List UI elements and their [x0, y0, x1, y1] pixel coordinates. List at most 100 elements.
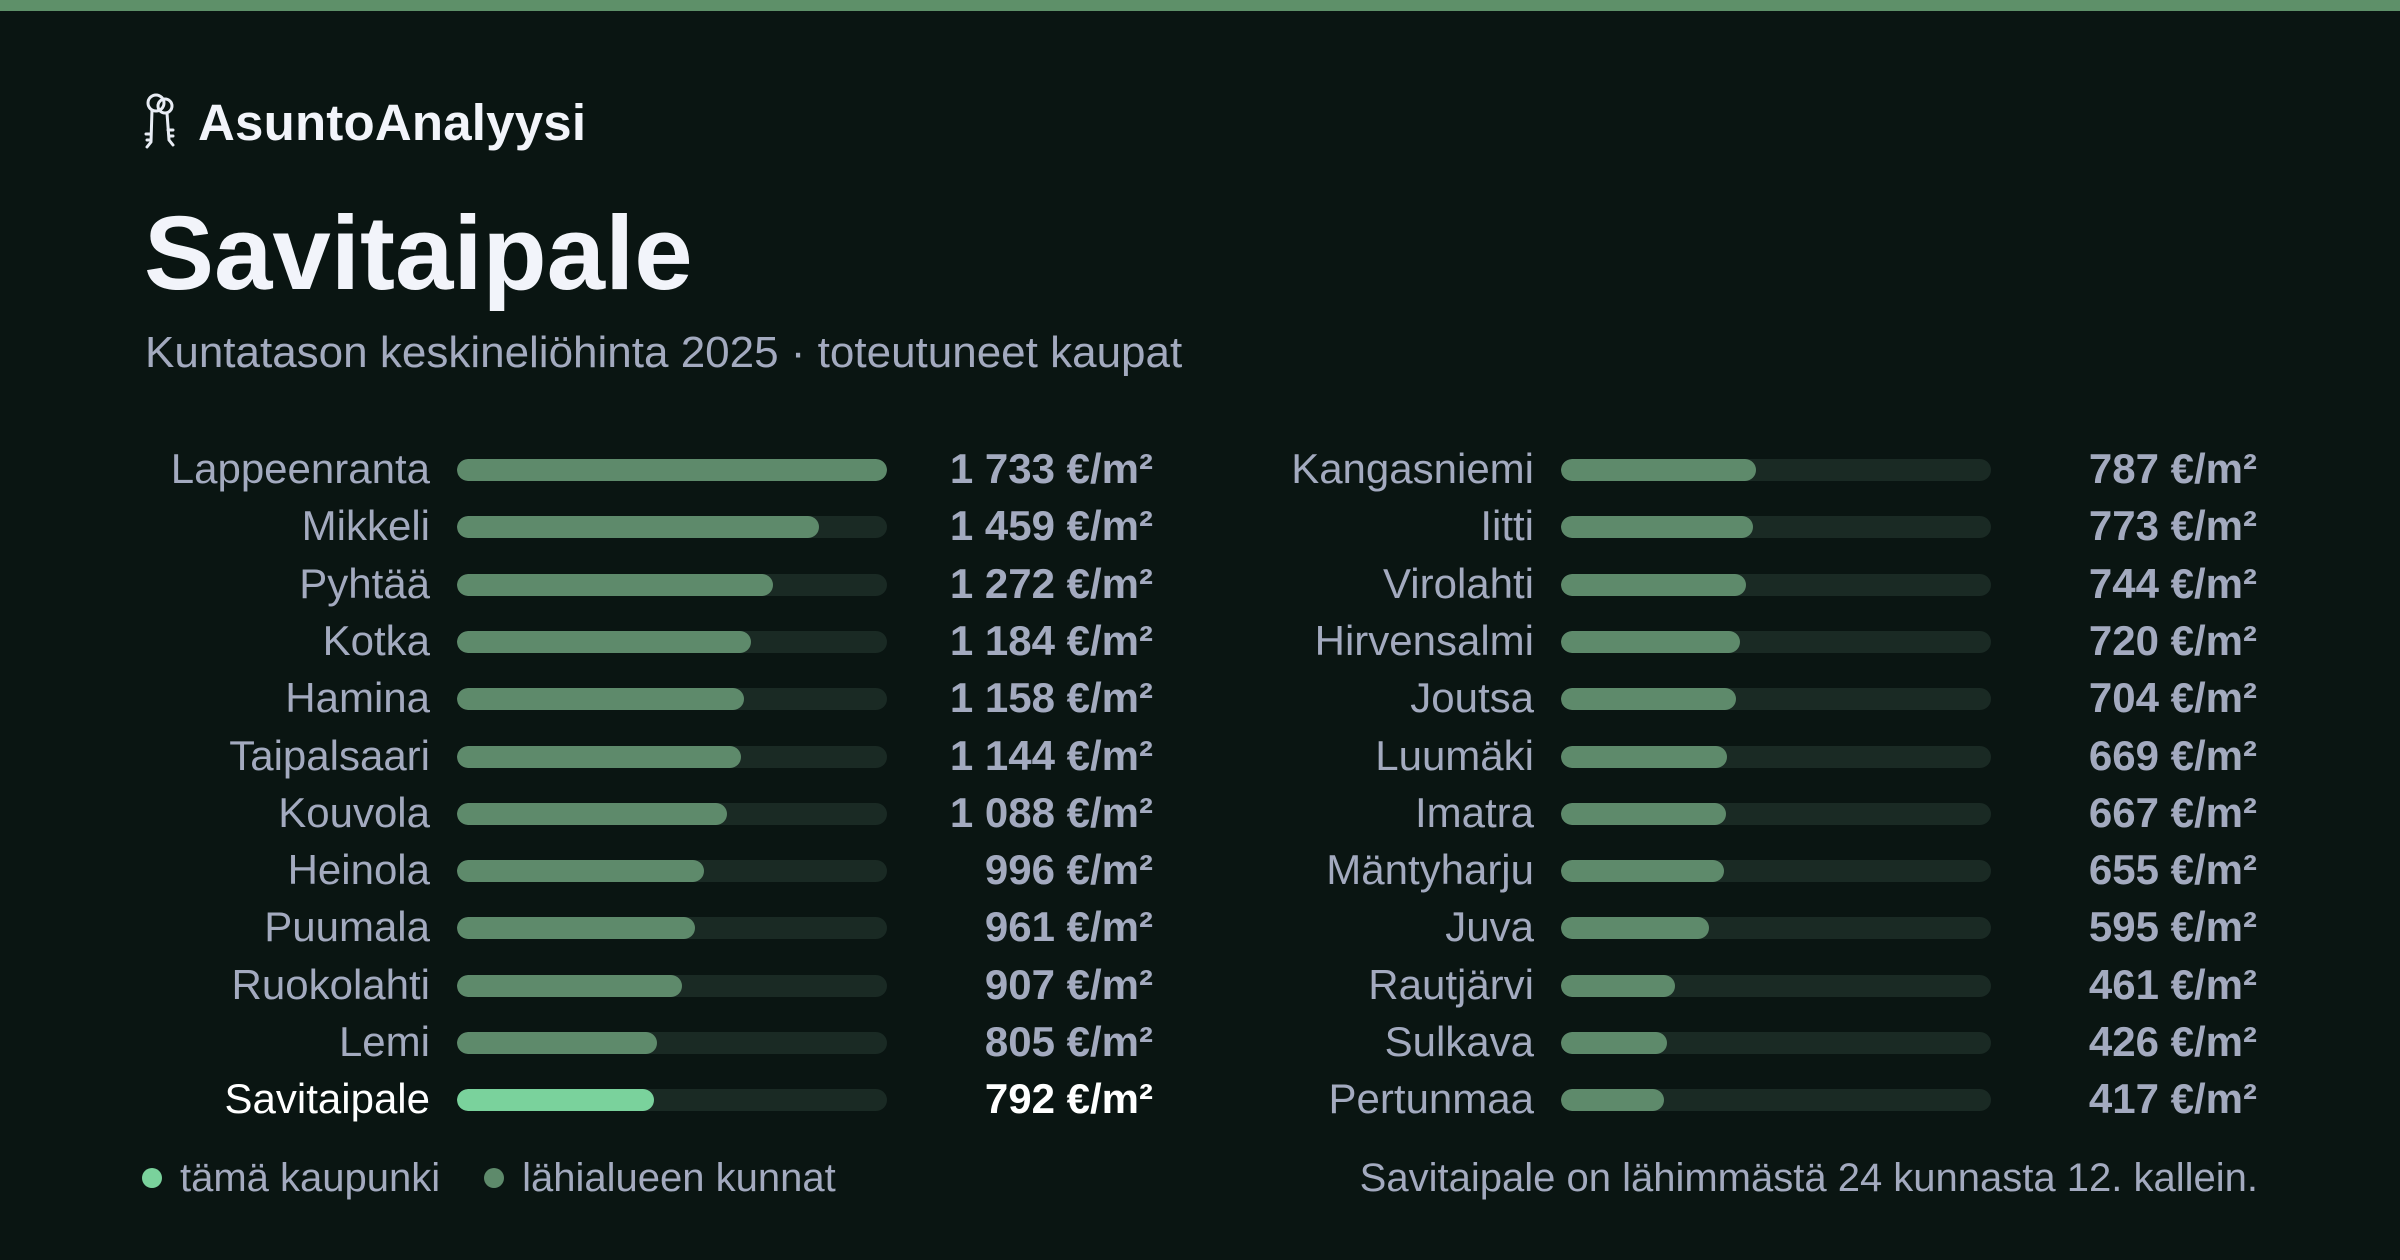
bar-row: Luumäki 669 €/m²: [1104, 727, 2257, 784]
bar-fill: [457, 516, 819, 539]
bar-track: [457, 688, 887, 711]
page-title: Savitaipale: [144, 195, 693, 312]
bar-value-label: 1 272 €/m²: [949, 559, 1153, 607]
bar-row: Pertunmaa 417 €/m²: [1104, 1070, 2257, 1127]
bar-value-label: 961 €/m²: [984, 903, 1153, 951]
bar-value-label: 655 €/m²: [2088, 846, 2257, 894]
bar-row: Virolahti 744 €/m²: [1104, 555, 2257, 612]
bar-value-label: 426 €/m²: [2088, 1018, 2257, 1065]
bar-fill: [457, 688, 745, 711]
bar-label: Luumäki: [1375, 731, 1534, 779]
bar-value-label: 1 158 €/m²: [949, 674, 1153, 722]
bar-label: Puumala: [264, 903, 430, 951]
ranking-footnote: Savitaipale on lähimmästä 24 kunnasta 12…: [1359, 1156, 2258, 1200]
bar-fill: [457, 917, 696, 940]
brand-name: AsuntoAnalyysi: [198, 93, 587, 151]
bar-row: Savitaipale 792 €/m²: [0, 1070, 1153, 1127]
bar-row: Kotka 1 184 €/m²: [0, 612, 1153, 669]
bar-track: [457, 1089, 887, 1112]
bar-fill: [457, 860, 705, 883]
bar-track: [1561, 630, 1991, 653]
brand: AsuntoAnalyysi: [142, 90, 586, 154]
bar-label: Kangasniemi: [1291, 445, 1534, 492]
page-subtitle: Kuntatason keskineliöhinta 2025 · toteut…: [145, 328, 1183, 377]
bar-label: Kouvola: [278, 788, 430, 836]
bar-value-label: 1 459 €/m²: [949, 502, 1153, 550]
bar-value-label: 704 €/m²: [2088, 674, 2257, 722]
legend-dot-highlight: [142, 1168, 162, 1188]
bar-fill: [1561, 1032, 1667, 1054]
bar-label: Rautjärvi: [1368, 960, 1534, 1008]
legend-item-nearby: lähialueen kunnat: [484, 1156, 836, 1201]
bar-label: Hamina: [285, 674, 430, 722]
legend-item-this-city: tämä kaupunki: [142, 1156, 440, 1201]
bar-row: Hirvensalmi 720 €/m²: [1104, 612, 2257, 669]
bar-track: [1561, 802, 1991, 825]
bar-track: [1561, 860, 1991, 883]
bar-track: [1561, 974, 1991, 997]
bar-track: [457, 860, 887, 883]
bar-track: [457, 974, 887, 997]
bar-value-label: 669 €/m²: [2088, 731, 2257, 779]
bar-fill: [1561, 516, 1753, 539]
bar-value-label: 417 €/m²: [2088, 1075, 2257, 1123]
bar-row: Iitti 773 €/m²: [1104, 497, 2257, 554]
bar-fill: [457, 974, 683, 997]
bar-label: Ruokolahti: [231, 960, 430, 1008]
bar-row: Hamina 1 158 €/m²: [0, 669, 1153, 726]
bar-label: Joutsa: [1410, 674, 1534, 722]
bar-row: Juva 595 €/m²: [1104, 898, 2257, 955]
bar-fill: [457, 802, 727, 825]
bar-fill: [1561, 688, 1736, 711]
bar-track: [1561, 1089, 1991, 1112]
bar-fill: [1561, 802, 1727, 825]
bar-fill: [1561, 573, 1746, 596]
bar-label: Juva: [1445, 903, 1534, 951]
bar-fill: [457, 573, 773, 596]
bar-value-label: 595 €/m²: [2088, 903, 2257, 951]
bar-row: Ruokolahti 907 €/m²: [0, 956, 1153, 1013]
bar-label: Iitti: [1480, 502, 1534, 550]
bar-value-label: 792 €/m²: [984, 1075, 1153, 1123]
bar-track: [457, 745, 887, 768]
bar-label: Virolahti: [1383, 559, 1534, 607]
bar-fill: [1561, 459, 1757, 481]
bar-fill: [1561, 630, 1740, 653]
bar-row: Joutsa 704 €/m²: [1104, 669, 2257, 726]
bar-label: Savitaipale: [224, 1075, 430, 1123]
bar-value-label: 805 €/m²: [984, 1018, 1153, 1065]
bar-fill: [457, 1032, 657, 1054]
bar-track: [1561, 1032, 1991, 1054]
bar-row: Imatra 667 €/m²: [1104, 784, 2257, 841]
bar-row: Puumala 961 €/m²: [0, 898, 1153, 955]
bar-value-label: 744 €/m²: [2088, 559, 2257, 607]
legend: tämä kaupunki lähialueen kunnat: [142, 1150, 880, 1206]
bar-value-label: 1 184 €/m²: [949, 616, 1153, 664]
bar-track: [1561, 459, 1991, 481]
bar-label: Mikkeli: [301, 502, 430, 550]
bar-fill: [1561, 860, 1724, 883]
bar-label: Heinola: [287, 846, 430, 894]
bar-value-label: 996 €/m²: [984, 846, 1153, 894]
bar-label: Pertunmaa: [1328, 1075, 1534, 1123]
top-accent-bar: [0, 0, 2400, 11]
bar-label: Pyhtää: [299, 559, 430, 607]
bar-label: Kotka: [322, 616, 430, 664]
bar-row: Lappeenranta 1 733 €/m²: [0, 440, 1153, 497]
bar-value-label: 667 €/m²: [2088, 788, 2257, 836]
bar-label: Hirvensalmi: [1314, 616, 1534, 664]
bar-value-label: 461 €/m²: [2088, 960, 2257, 1008]
bar-track: [457, 917, 887, 940]
bar-row: Mäntyharju 655 €/m²: [1104, 841, 2257, 898]
legend-dot-nearby: [484, 1168, 505, 1188]
bar-label: Taipalsaari: [229, 731, 430, 779]
bar-value-label: 1 088 €/m²: [949, 788, 1153, 836]
bar-track: [457, 1032, 887, 1054]
bar-value-label: 1 144 €/m²: [949, 731, 1153, 779]
bar-track: [1561, 516, 1991, 539]
bar-row: Mikkeli 1 459 €/m²: [0, 497, 1153, 554]
bar-track: [457, 459, 887, 481]
bar-fill: [1561, 1089, 1665, 1112]
bar-value-label: 773 €/m²: [2088, 502, 2257, 550]
bar-track: [457, 573, 887, 596]
